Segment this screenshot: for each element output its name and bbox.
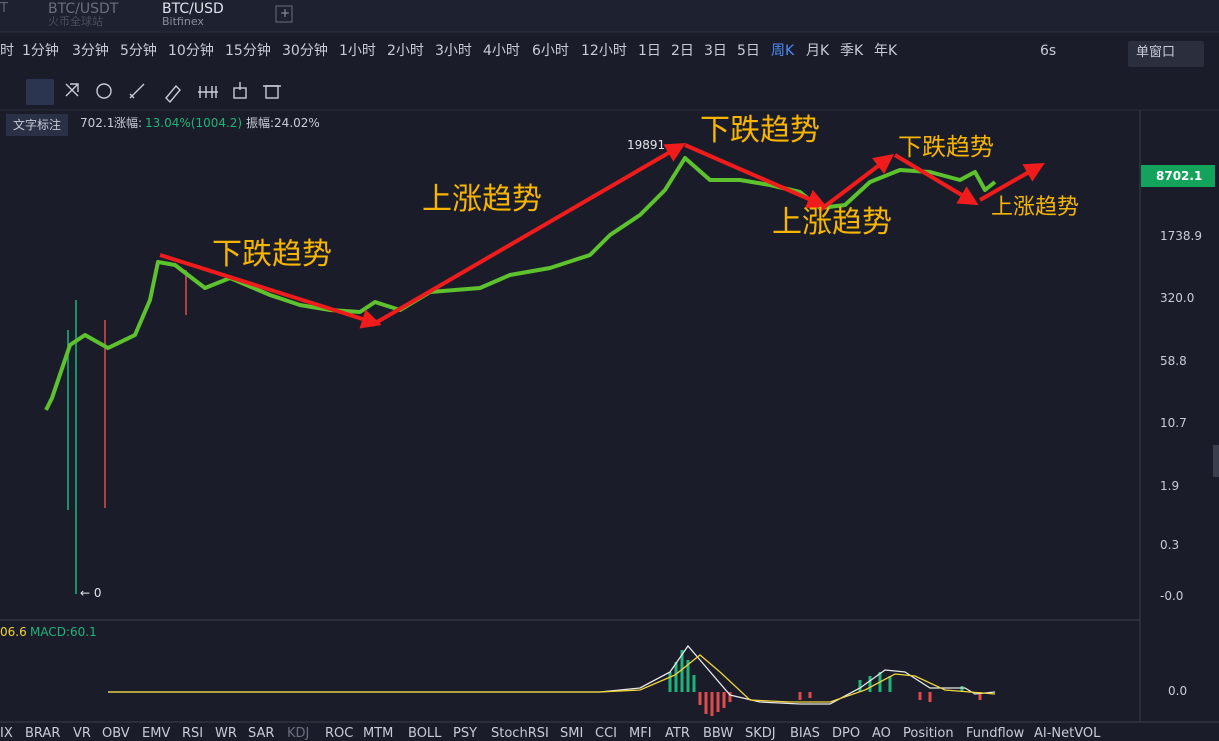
- indicator-tab[interactable]: IX: [0, 726, 13, 741]
- price-axis-label: 1738.9: [1160, 229, 1202, 243]
- macd-label: MACD:60.1: [30, 625, 97, 639]
- interval-button[interactable]: 3分钟: [72, 43, 109, 59]
- window-select[interactable]: [1128, 41, 1204, 67]
- indicator-tab[interactable]: CCI: [595, 726, 617, 741]
- interval-button[interactable]: 5日: [737, 43, 760, 59]
- interval-button[interactable]: 1分钟: [22, 43, 59, 59]
- tab-bar: [0, 0, 1219, 32]
- indicator-tab[interactable]: RSI: [182, 726, 204, 741]
- interval-button[interactable]: 1日: [638, 43, 661, 59]
- text-tool-active[interactable]: [26, 79, 54, 105]
- price-axis-label: 0.3: [1160, 538, 1180, 552]
- info-change: 13.04%(1004.2): [145, 116, 243, 130]
- low-label: ← 0: [80, 586, 102, 600]
- indicator-tab[interactable]: BRAR: [25, 726, 61, 741]
- high-label: 19891: [627, 138, 666, 152]
- trend-annotation: 上涨趋势: [772, 205, 892, 240]
- add-tab-box[interactable]: [275, 5, 293, 23]
- tab-title[interactable]: BTC/USDT: [48, 1, 119, 17]
- indicator-tab[interactable]: AO: [872, 726, 891, 741]
- macd-histogram: [668, 650, 982, 716]
- interval-button[interactable]: 2日: [671, 43, 694, 59]
- indicator-tab[interactable]: VR: [73, 726, 91, 741]
- indicator-tab[interactable]: MTM: [363, 726, 394, 741]
- info-amplitude: 振幅:24.02%: [246, 116, 320, 130]
- window-mode[interactable]: 单窗口: [1136, 45, 1176, 60]
- price-axis-label: 8702.1: [1156, 169, 1203, 183]
- refresh-rate[interactable]: 6s: [1040, 43, 1057, 59]
- indicator-tab[interactable]: KDJ: [287, 726, 310, 741]
- tab-subtitle: Bitfinex: [162, 15, 204, 28]
- macd-dif-line: [108, 644, 996, 705]
- info-label: 涨幅:: [114, 116, 143, 130]
- indicator-tab[interactable]: BOLL: [408, 726, 442, 741]
- candle-wicks: [67, 270, 187, 594]
- macd-value: 06.6: [0, 625, 27, 639]
- indicator-tab[interactable]: ATR: [665, 726, 690, 741]
- interval-button[interactable]: 3日: [704, 43, 727, 59]
- macd-dea-line: [108, 654, 996, 703]
- tab-subtitle: 火币全球站: [48, 15, 103, 28]
- interval-button[interactable]: 月K: [806, 43, 830, 59]
- price-axis-label: 10.7: [1160, 416, 1187, 430]
- indicator-tab[interactable]: EMV: [142, 726, 171, 741]
- trend-annotation: 下跌趋势: [898, 133, 994, 161]
- tab-title[interactable]: T: [0, 1, 8, 16]
- indicator-tab[interactable]: MFI: [629, 726, 652, 741]
- interval-button[interactable]: 时: [0, 43, 14, 59]
- tooltip: 文字标注: [6, 114, 69, 136]
- interval-button[interactable]: 4小时: [483, 43, 520, 59]
- interval-button[interactable]: 12小时: [581, 43, 627, 59]
- interval-button[interactable]: 2小时: [387, 43, 424, 59]
- indicator-tab[interactable]: SMI: [560, 726, 584, 741]
- moving-average-line: [44, 156, 997, 411]
- tab-title[interactable]: BTC/USD: [162, 1, 224, 17]
- indicator-tab[interactable]: PSY: [453, 726, 478, 741]
- interval-button[interactable]: 6小时: [532, 43, 569, 59]
- trend-annotation: 下跌趋势: [212, 237, 332, 272]
- indicator-tab[interactable]: AI-NetVOL: [1034, 726, 1101, 741]
- indicator-tab[interactable]: SAR: [248, 726, 275, 741]
- interval-button[interactable]: 季K: [840, 43, 864, 59]
- info-last: 702.1: [80, 116, 115, 130]
- price-axis-label: 1.9: [1160, 479, 1180, 493]
- trend-annotation: 上涨趋势: [422, 182, 542, 217]
- price-axis-label: 58.8: [1160, 354, 1187, 368]
- indicator-tab[interactable]: SKDJ: [745, 726, 776, 741]
- indicator-tab[interactable]: WR: [215, 726, 237, 741]
- interval-button[interactable]: 30分钟: [282, 43, 328, 59]
- interval-button[interactable]: 周K: [771, 43, 795, 59]
- indicator-tab[interactable]: OBV: [102, 726, 130, 741]
- macd-axis-label: 0.0: [1168, 684, 1188, 698]
- last-price-box: [1141, 165, 1215, 187]
- toolbar-icons: [65, 82, 281, 104]
- interval-button[interactable]: 10分钟: [168, 43, 214, 59]
- indicator-tab[interactable]: BBW: [703, 726, 734, 741]
- indicator-tab[interactable]: BIAS: [790, 726, 820, 741]
- trend-annotation: 上涨趋势: [991, 195, 1080, 220]
- price-axis-label: 320.0: [1160, 291, 1195, 305]
- indicator-tab[interactable]: ROC: [325, 726, 354, 741]
- indicator-tab[interactable]: DPO: [832, 726, 861, 741]
- interval-button[interactable]: 年K: [874, 43, 898, 59]
- trend-arrows: [159, 142, 1045, 329]
- indicator-tab[interactable]: Fundflow: [966, 726, 1025, 741]
- trend-annotation: 下跌趋势: [700, 113, 820, 148]
- interval-button[interactable]: 15分钟: [225, 43, 271, 59]
- indicator-tab[interactable]: Position: [903, 726, 954, 741]
- price-axis-label: -0.0: [1160, 589, 1184, 603]
- interval-button[interactable]: 1小时: [339, 43, 376, 59]
- interval-button[interactable]: 5分钟: [120, 43, 157, 59]
- interval-button[interactable]: 3小时: [435, 43, 472, 59]
- indicator-tab[interactable]: StochRSI: [491, 726, 549, 741]
- add-tab[interactable]: +: [280, 6, 291, 20]
